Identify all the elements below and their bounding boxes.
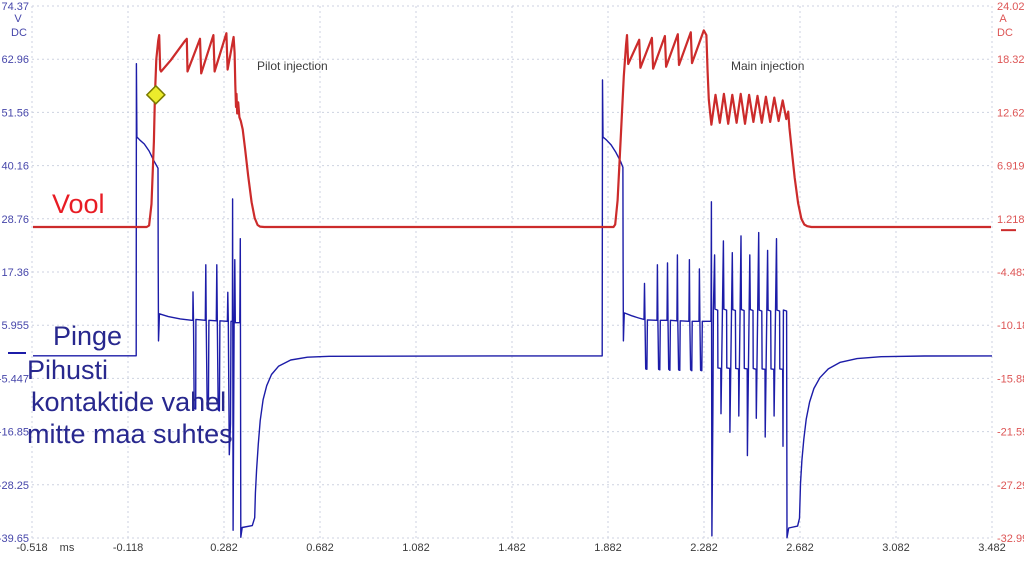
trigger-marker-icon[interactable] [145, 84, 166, 105]
left-axis-tick-label: 28.76 [1, 214, 29, 226]
left-axis-unit-line2: DC [11, 27, 27, 39]
voltage-note-line3: mitte maa suhtes [27, 419, 233, 449]
x-axis-tick-label: 2.682 [786, 542, 814, 554]
pilot-injection-label: Pilot injection [257, 59, 328, 73]
left-axis-tick-label: 62.96 [1, 54, 29, 66]
left-axis-tick-label: 51.56 [1, 107, 29, 119]
voltage-note-line2: kontaktide vahel [31, 387, 227, 417]
left-axis-tick-label: 17.36 [1, 267, 29, 279]
right-axis-tick-label: 12.62 [997, 107, 1024, 119]
right-axis-unit-line2: DC [997, 27, 1013, 39]
voltage-trace-label: Pinge [53, 321, 123, 351]
x-axis-tick-label: 3.082 [882, 542, 910, 554]
right-axis-tick-label: 18.32 [997, 54, 1024, 66]
x-axis-tick-label: 1.082 [402, 542, 430, 554]
right-axis-tick-label: -10.18 [997, 320, 1024, 332]
current-trace-label: Vool [52, 189, 105, 219]
x-axis-tick-label: 0.682 [306, 542, 334, 554]
left-axis-tick-label: 40.16 [1, 161, 29, 173]
main-injection-label: Main injection [731, 59, 805, 73]
right-axis-tick-label: -4.483 [997, 267, 1024, 279]
right-axis-tick-label: -15.88 [997, 373, 1024, 385]
left-axis-tick-label: -39.65 [0, 533, 29, 545]
current-trace [33, 29, 991, 229]
x-axis-tick-label: -0.118 [113, 542, 143, 554]
left-axis-tick-label: 74.37 [1, 1, 29, 13]
x-axis-tick-label: 2.282 [690, 542, 718, 554]
voltage-trace [33, 63, 993, 539]
right-axis-tick-label: 6.919 [997, 161, 1024, 173]
left-axis-unit-line1: V [14, 13, 22, 25]
x-axis-tick-label: -0.518 [16, 542, 47, 554]
x-axis-tick-label: 1.882 [594, 542, 622, 554]
left-axis-tick-label: -5.447 [0, 373, 29, 385]
right-axis-tick-label: -21.59 [997, 427, 1024, 439]
right-axis-tick-label: -32.99 [997, 533, 1024, 545]
left-axis-tick-label: -28.25 [0, 480, 29, 492]
right-axis-tick-label: 24.02 [997, 1, 1024, 13]
right-axis-unit-line1: A [999, 13, 1007, 25]
left-axis-tick-label: -16.85 [0, 427, 29, 439]
x-axis-tick-label: 0.282 [210, 542, 238, 554]
x-axis-tick-label: 3.482 [978, 542, 1006, 554]
x-axis-tick-label: 1.482 [498, 542, 526, 554]
x-axis-unit-label: ms [60, 542, 75, 554]
right-axis-tick-label: -27.29 [997, 480, 1024, 492]
left-axis-tick-label: 5.955 [1, 320, 29, 332]
right-axis-tick-label: 1.218 [997, 214, 1024, 226]
voltage-note-line1: Pihusti [27, 355, 109, 385]
